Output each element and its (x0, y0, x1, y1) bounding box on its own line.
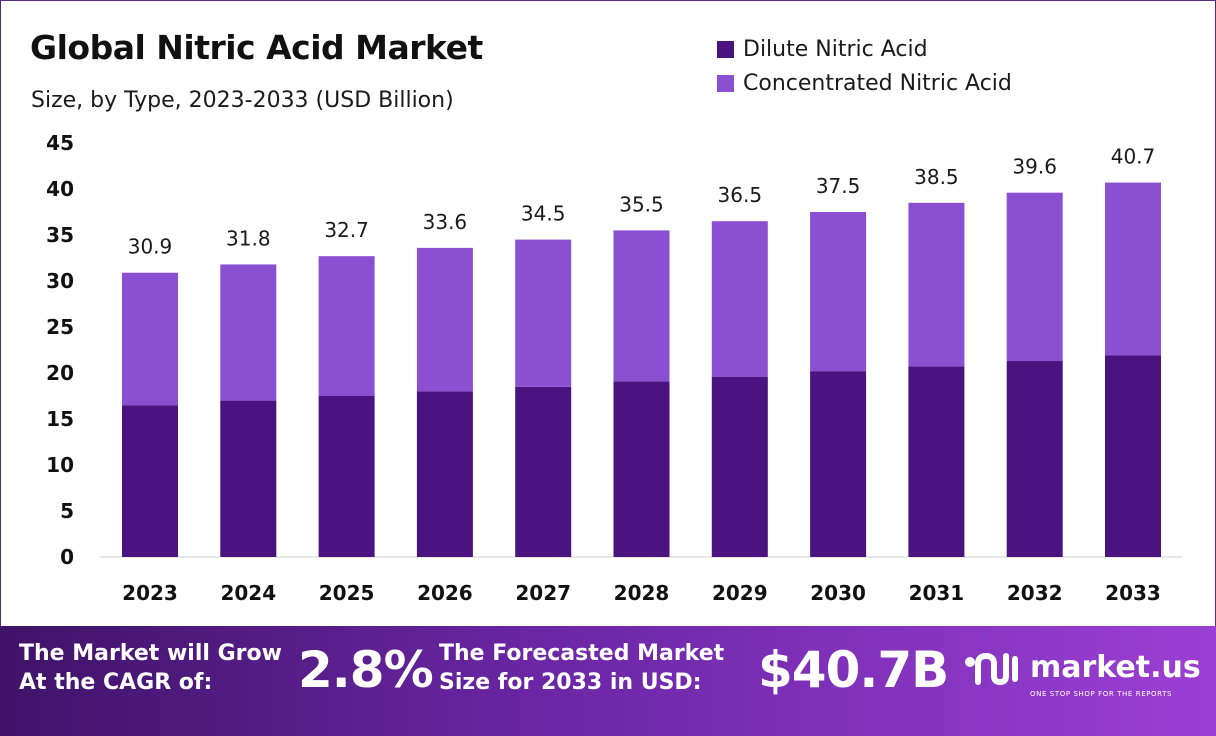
cagr-label: The Market will Grow At the CAGR of: (19, 639, 282, 697)
bar-concentrated (416, 247, 473, 392)
bar-total-label: 39.6 (1012, 155, 1057, 179)
forecast-value: $40.7B (758, 641, 949, 699)
forecast-label-line-2: Size for 2033 in USD: (439, 670, 702, 695)
bar-total-label: 35.5 (619, 192, 664, 216)
y-tick-label: 5 (60, 499, 74, 523)
bar-dilute (416, 391, 473, 557)
y-tick-label: 40 (46, 177, 74, 201)
chart-subtitle: Size, by Type, 2023-2033 (USD Billion) (31, 88, 454, 113)
bar-dilute (220, 400, 277, 557)
x-tick-label: 2032 (1007, 581, 1063, 605)
bar-total-label: 32.7 (324, 218, 369, 242)
brand-name: market.us (1030, 650, 1201, 685)
y-tick-label: 15 (46, 407, 74, 431)
bar-concentrated (711, 221, 768, 377)
legend-label-dilute: Dilute Nitric Acid (743, 36, 928, 62)
brand-tagline: ONE STOP SHOP FOR THE REPORTS (1030, 690, 1173, 698)
y-tick-label: 20 (46, 361, 74, 385)
legend-label-concentrated: Concentrated Nitric Acid (743, 70, 1012, 96)
chart-legend: Dilute Nitric Acid Concentrated Nitric A… (717, 32, 1012, 100)
bar-dilute (1006, 361, 1063, 557)
x-tick-label: 2033 (1105, 581, 1161, 605)
bar-total-label: 30.9 (128, 235, 173, 259)
bar-total-label: 40.7 (1111, 145, 1156, 169)
forecast-label: The Forecasted Market Size for 2033 in U… (439, 639, 724, 697)
cagr-label-line-1: The Market will Grow (19, 641, 282, 666)
bar-dilute (1105, 355, 1161, 557)
x-tick-label: 2024 (220, 581, 276, 605)
x-tick-label: 2027 (515, 581, 571, 605)
bar-dilute (711, 376, 768, 557)
bar-total-label: 33.6 (423, 210, 468, 234)
bar-dilute (810, 371, 867, 557)
bar-chart: 05101520253035404530.9202331.8202432.720… (46, 131, 1182, 605)
bar-concentrated (613, 230, 670, 382)
x-tick-label: 2028 (614, 581, 670, 605)
y-tick-label: 45 (46, 131, 74, 155)
market-us-logo-icon (965, 652, 1018, 686)
cagr-value: 2.8% (298, 641, 434, 699)
x-tick-label: 2029 (712, 581, 768, 605)
y-tick-label: 35 (46, 223, 74, 247)
bar-dilute (613, 381, 670, 557)
x-tick-label: 2023 (122, 581, 178, 605)
legend-item-dilute: Dilute Nitric Acid (717, 32, 1012, 66)
bar-concentrated (515, 239, 572, 387)
bar-total-label: 31.8 (226, 226, 271, 250)
bar-total-label: 34.5 (521, 202, 566, 226)
bar-dilute (908, 366, 965, 557)
bar-concentrated (810, 212, 867, 372)
bar-total-label: 38.5 (914, 165, 959, 189)
y-tick-label: 30 (46, 269, 74, 293)
legend-swatch-concentrated (717, 74, 734, 92)
x-tick-label: 2030 (810, 581, 866, 605)
legend-swatch-dilute (717, 40, 734, 58)
x-tick-label: 2026 (417, 581, 473, 605)
bar-dilute (122, 405, 178, 557)
bar-concentrated (1006, 192, 1063, 362)
x-tick-label: 2031 (909, 581, 965, 605)
bar-concentrated (122, 272, 178, 406)
cagr-label-line-2: At the CAGR of: (19, 670, 213, 695)
bar-concentrated (318, 256, 375, 396)
legend-item-concentrated: Concentrated Nitric Acid (717, 66, 1012, 100)
y-tick-label: 10 (46, 453, 74, 477)
bar-total-label: 37.5 (816, 174, 861, 198)
y-tick-label: 25 (46, 315, 74, 339)
bar-dilute (515, 386, 572, 557)
bar-concentrated (908, 202, 965, 367)
summary-banner: The Market will Grow At the CAGR of: 2.8… (0, 626, 1216, 736)
x-tick-label: 2025 (319, 581, 375, 605)
bar-concentrated (1105, 182, 1161, 356)
chart-title: Global Nitric Acid Market (30, 28, 483, 67)
bar-concentrated (220, 264, 277, 401)
y-tick-label: 0 (60, 545, 74, 569)
forecast-label-line-1: The Forecasted Market (439, 641, 725, 666)
bar-dilute (318, 396, 375, 557)
bar-total-label: 36.5 (718, 183, 763, 207)
